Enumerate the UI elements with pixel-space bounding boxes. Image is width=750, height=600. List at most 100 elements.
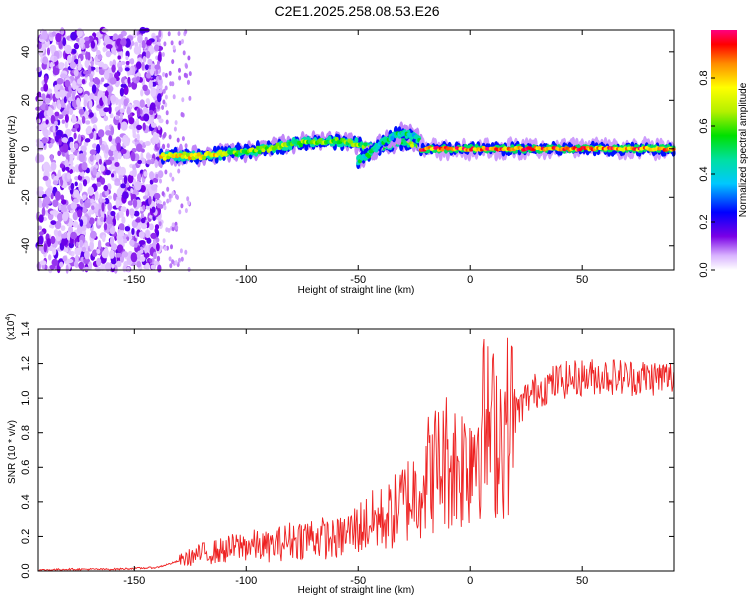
noise-speckle — [78, 261, 85, 270]
noise-speckle — [62, 211, 69, 222]
noise-speckle — [72, 221, 77, 227]
noise-speckle — [146, 39, 152, 46]
noise-speckle — [84, 39, 91, 49]
noise-speckle — [157, 53, 162, 63]
snr-x-tick-label: 0 — [467, 575, 473, 587]
noise-speckle — [133, 121, 137, 129]
noise-speckle — [167, 227, 171, 233]
noise-speckle — [126, 106, 131, 116]
noise-speckle — [100, 216, 104, 222]
noise-speckle — [62, 37, 67, 47]
noise-speckle — [118, 44, 123, 52]
noise-speckle — [100, 77, 105, 82]
spectrogram-y-tick-label: 20 — [20, 94, 32, 106]
colorbar-gradient — [711, 30, 737, 270]
noise-speckle — [171, 59, 175, 65]
noise-speckle — [44, 209, 49, 216]
spectrogram-y-tick-label: -20 — [20, 189, 32, 205]
noise-speckle — [120, 148, 127, 154]
noise-speckle — [123, 175, 128, 185]
noise-speckle — [182, 50, 186, 56]
noise-speckle — [89, 240, 94, 251]
noise-speckle — [187, 200, 191, 206]
figure-title: C2E1.2025.258.08.53.E26 — [274, 3, 439, 19]
spectrogram-marks — [35, 26, 676, 274]
noise-speckle — [69, 61, 76, 69]
noise-speckle — [81, 115, 86, 124]
noise-speckle — [154, 192, 161, 200]
noise-speckle — [130, 252, 138, 263]
signal-ridge-cell — [363, 142, 368, 147]
noise-speckle — [77, 134, 82, 144]
noise-speckle — [116, 188, 122, 198]
noise-speckle — [136, 143, 143, 152]
noise-speckle — [119, 108, 125, 113]
noise-speckle — [140, 255, 146, 262]
noise-speckle — [142, 204, 146, 210]
noise-speckle — [37, 154, 45, 163]
noise-speckle — [180, 203, 184, 209]
snr-y-tick-label: 0.4 — [20, 494, 32, 509]
noise-speckle — [49, 210, 56, 215]
noise-speckle — [123, 98, 129, 107]
noise-speckle — [145, 262, 150, 271]
noise-speckle — [187, 55, 191, 61]
noise-speckle — [90, 40, 96, 49]
noise-speckle — [135, 218, 141, 223]
noise-speckle — [115, 115, 120, 121]
noise-speckle — [52, 180, 59, 186]
noise-speckle — [154, 159, 159, 169]
spectrogram-y-axis-label: Frequency (Hz) — [7, 116, 18, 185]
noise-speckle — [108, 135, 113, 142]
noise-speckle — [83, 70, 90, 75]
noise-speckle — [170, 244, 173, 250]
colorbar-tick-label: 0.6 — [698, 118, 710, 133]
noise-speckle — [41, 137, 48, 144]
spectrogram-y-tick-label: 40 — [20, 46, 32, 58]
noise-speckle — [79, 219, 84, 227]
noise-speckle — [60, 204, 68, 214]
noise-speckle — [59, 261, 64, 268]
noise-speckle — [119, 87, 124, 97]
noise-speckle — [150, 264, 156, 270]
noise-speckle — [184, 208, 188, 214]
noise-speckle — [45, 103, 49, 111]
colorbar-label: Normalized spectral amplitude — [738, 82, 749, 217]
noise-speckle — [115, 252, 122, 258]
noise-speckle — [133, 100, 140, 105]
noise-speckle — [85, 168, 90, 174]
noise-speckle — [127, 200, 134, 206]
noise-speckle — [91, 84, 97, 94]
noise-speckle — [53, 55, 58, 62]
noise-speckle — [164, 169, 168, 175]
noise-speckle — [71, 80, 77, 91]
noise-speckle — [60, 194, 65, 201]
noise-speckle — [75, 241, 79, 248]
noise-speckle — [136, 133, 140, 141]
noise-speckle — [109, 249, 115, 259]
noise-speckle — [128, 117, 135, 125]
signal-branch-cell — [413, 135, 418, 140]
noise-speckle — [106, 216, 113, 225]
signal-ridge-cell — [332, 140, 337, 145]
noise-speckle — [124, 226, 131, 232]
noise-speckle — [149, 258, 153, 263]
spectrogram-frame — [37, 29, 675, 271]
noise-speckle — [100, 143, 106, 151]
noise-speckle — [145, 72, 152, 79]
noise-speckle — [78, 153, 86, 163]
noise-speckle — [85, 111, 90, 116]
noise-speckle — [54, 84, 58, 94]
noise-speckle — [84, 36, 90, 41]
noise-speckle — [57, 150, 62, 157]
noise-speckle — [180, 256, 184, 262]
colorbar-tick-label: 0.0 — [698, 262, 710, 277]
snr-y-tick-label: 0.6 — [20, 460, 32, 475]
noise-speckle — [130, 151, 136, 162]
signal-ridge-cell — [275, 142, 280, 147]
noise-speckle — [53, 229, 59, 237]
noise-speckle — [137, 34, 143, 44]
noise-speckle — [71, 116, 77, 124]
noise-speckle — [37, 112, 44, 118]
snr-y-tick-label: 1.2 — [20, 356, 32, 371]
